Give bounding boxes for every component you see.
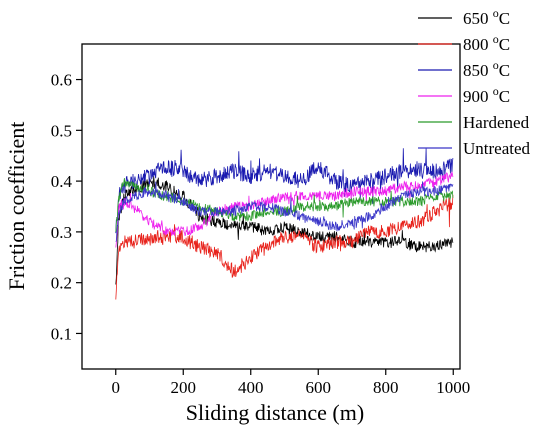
x-tick-label: 0 (112, 378, 121, 397)
x-tick-label: 600 (306, 378, 332, 397)
y-tick-label: 0.3 (51, 223, 72, 242)
legend-label-4: 900 oC (463, 84, 510, 106)
x-axis-title: Sliding distance (m) (186, 400, 364, 425)
series-line-4 (115, 171, 454, 248)
legend-label-3: 850 oC (463, 58, 510, 80)
y-tick-label: 0.6 (51, 71, 72, 90)
legend-label-2: 800 oC (463, 32, 510, 54)
series-line-3 (115, 148, 454, 234)
plot-frame (81, 43, 461, 370)
x-tick-label: 400 (238, 378, 264, 397)
x-tick-label: 200 (171, 378, 197, 397)
series-layer (115, 148, 454, 300)
y-axis-title: Friction coefficient (4, 122, 29, 291)
y-tick-label: 0.4 (51, 172, 73, 191)
y-tick-label: 0.2 (51, 274, 72, 293)
axes-layer: 0 200 400 600 800 1000 0.1 0.2 0.3 0.4 0.5 0.6 (51, 71, 471, 397)
x-tick-label: 1000 (436, 378, 470, 397)
legend: 650 oC 800 oC 850 oC 900 oC Hardened Untreate… (418, 6, 531, 158)
legend-label-5: Hardened (463, 113, 530, 132)
legend-label-6: Untreated (463, 139, 531, 158)
y-tick-label: 0.5 (51, 121, 72, 140)
series-line-6 (115, 181, 454, 242)
y-tick-label: 0.1 (51, 324, 72, 343)
legend-label-1: 650 oC (463, 6, 510, 28)
x-tick-label: 800 (373, 378, 399, 397)
